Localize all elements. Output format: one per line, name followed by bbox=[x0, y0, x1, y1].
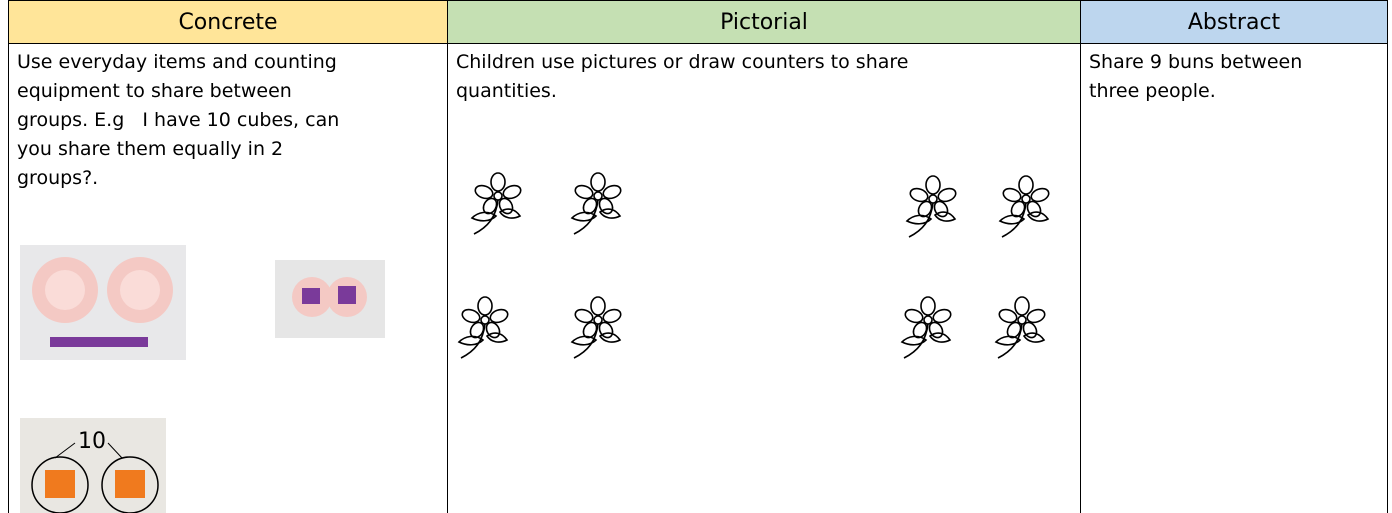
text-line: you share them equally in 2 bbox=[17, 138, 284, 160]
photo bbox=[275, 260, 385, 338]
text-line: Children use pictures or draw counters t… bbox=[456, 51, 909, 73]
text-line: groups?. bbox=[17, 167, 99, 189]
text-line: groups. E.g I have 10 cubes, can bbox=[17, 109, 340, 131]
text-line: equipment to share between bbox=[17, 80, 292, 102]
text-line: quantities. bbox=[456, 80, 557, 102]
flower bbox=[571, 296, 624, 359]
photo: 10 bbox=[20, 418, 166, 513]
header-cell: Concrete bbox=[8, 0, 448, 44]
text-line: Share 9 buns between bbox=[1089, 51, 1303, 73]
flower bbox=[999, 175, 1052, 238]
header-cell: Abstract bbox=[1080, 0, 1388, 44]
photo bbox=[20, 245, 186, 360]
body-cell: Use everyday items and counting equipment… bbox=[8, 44, 448, 513]
flower bbox=[571, 172, 624, 235]
flower bbox=[471, 172, 524, 235]
flower bbox=[901, 296, 954, 359]
body-cell: Share 9 buns between three people. bbox=[1080, 44, 1388, 513]
flower bbox=[995, 296, 1048, 359]
flower bbox=[906, 175, 959, 238]
photo-label: 10 bbox=[78, 429, 106, 454]
text-line: three people. bbox=[1089, 80, 1216, 102]
flower bbox=[458, 296, 511, 359]
header-cell: Pictorial bbox=[447, 0, 1081, 44]
text-line: Use everyday items and counting bbox=[17, 51, 337, 73]
